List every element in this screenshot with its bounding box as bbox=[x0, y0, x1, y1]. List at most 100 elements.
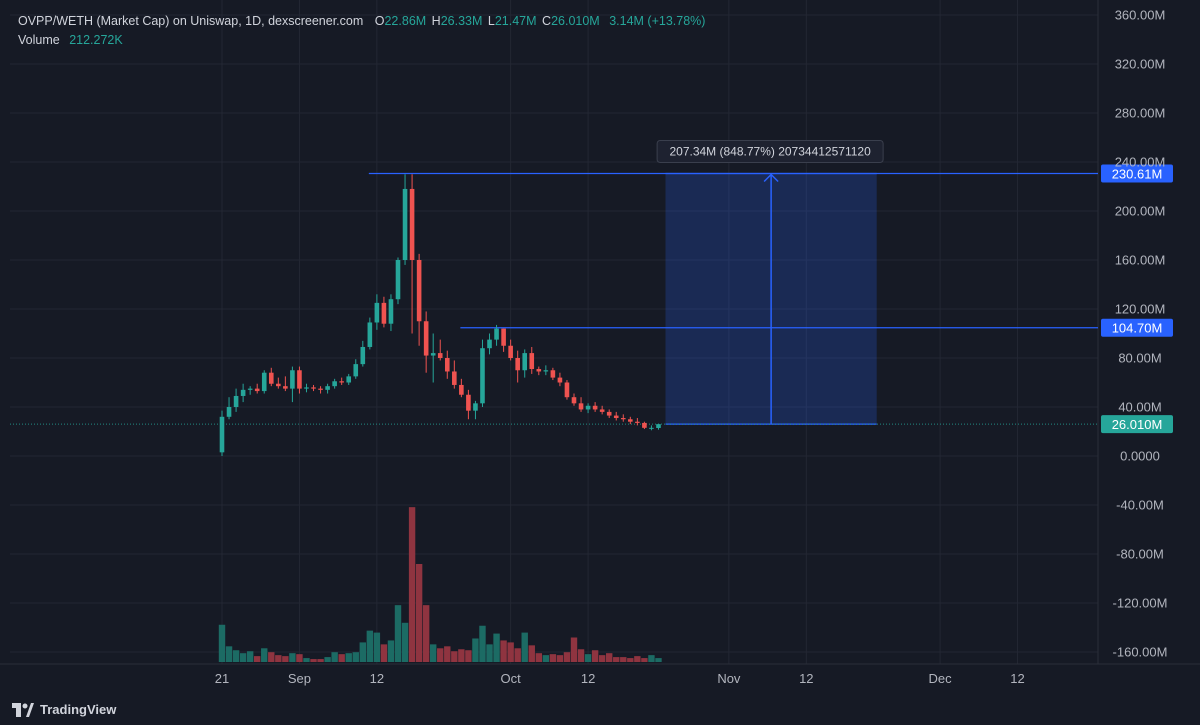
volume-bar bbox=[521, 632, 528, 662]
horizontal-levels[interactable]: 230.61M 104.70M 26.010M bbox=[10, 164, 1173, 434]
candle-body bbox=[332, 381, 337, 387]
time-tick-label: Oct bbox=[501, 671, 522, 686]
volume-bar bbox=[606, 653, 613, 662]
candle-body bbox=[318, 388, 323, 390]
candle-body bbox=[416, 260, 422, 322]
candle-body bbox=[592, 405, 598, 410]
candle-body bbox=[642, 422, 647, 428]
volume-bar bbox=[458, 649, 465, 662]
candle-body bbox=[325, 386, 330, 390]
high-value: 26.33M bbox=[440, 14, 483, 28]
candle-body bbox=[550, 370, 556, 378]
time-tick-label: 12 bbox=[1010, 671, 1024, 686]
price-level-badge bbox=[1101, 164, 1173, 183]
candle-body bbox=[543, 370, 549, 372]
volume-bar bbox=[345, 653, 352, 662]
candle-body bbox=[247, 388, 253, 390]
price-tick-label: 160.00M bbox=[1115, 253, 1166, 268]
candle-body bbox=[388, 299, 394, 324]
open-value: 22.86M bbox=[384, 14, 427, 28]
time-axis[interactable]: 21 Sep 12 Oct 12 Nov 12 Dec 12 bbox=[215, 671, 1025, 686]
candle-body bbox=[508, 345, 513, 358]
candle-body bbox=[268, 372, 274, 384]
time-tick-label: Sep bbox=[288, 671, 311, 686]
candle-body bbox=[466, 394, 471, 411]
candle-body bbox=[459, 384, 464, 395]
candle-body bbox=[339, 381, 344, 383]
volume-bar bbox=[507, 642, 514, 662]
volume-bar bbox=[598, 655, 606, 662]
volume-bar bbox=[394, 605, 402, 662]
volume-bar bbox=[634, 656, 641, 662]
volume-bar bbox=[261, 648, 268, 662]
measure-label-text: 207.34M (848.77%) 20734412571120 bbox=[669, 145, 871, 159]
volume-bar bbox=[528, 645, 535, 662]
candle-body bbox=[444, 358, 450, 372]
price-tick-label: 0.0000 bbox=[1120, 449, 1160, 464]
price-tick-label: 280.00M bbox=[1115, 106, 1166, 121]
tradingview-icon bbox=[12, 702, 34, 717]
volume-bar bbox=[556, 655, 564, 662]
candle-body bbox=[501, 328, 506, 346]
volume-bar bbox=[591, 650, 599, 662]
volume-bar bbox=[422, 605, 430, 662]
measure-tool[interactable]: 207.34M (848.77%) 20734412571120 bbox=[656, 140, 884, 425]
price-tick-label: 200.00M bbox=[1115, 204, 1166, 219]
candle-body bbox=[261, 372, 267, 392]
candle-body bbox=[452, 371, 457, 385]
volume-value: 212.272K bbox=[69, 33, 123, 47]
candle-body bbox=[585, 405, 591, 410]
volume-bar bbox=[493, 633, 500, 662]
candle-body bbox=[304, 387, 309, 389]
volume-bar bbox=[570, 637, 578, 662]
candle-body bbox=[649, 427, 654, 429]
candle-body bbox=[494, 328, 499, 340]
time-tick-label: 12 bbox=[799, 671, 813, 686]
volume-bar bbox=[310, 659, 317, 662]
volume-bar bbox=[613, 657, 620, 662]
volume-bar bbox=[641, 658, 648, 662]
open-label: O bbox=[374, 14, 385, 28]
volume-bar bbox=[366, 630, 374, 662]
candle-body bbox=[430, 353, 436, 356]
low-value: 21.47M bbox=[494, 14, 537, 28]
candle-body bbox=[367, 322, 373, 347]
volume-bar bbox=[451, 651, 458, 662]
price-level-badge-label: 104.70M bbox=[1112, 321, 1163, 336]
candle-body bbox=[437, 353, 443, 358]
candle-body bbox=[628, 419, 633, 422]
time-tick-label: Nov bbox=[717, 671, 741, 686]
symbol-title[interactable]: OVPP/WETH (Market Cap) on Uniswap, 1D, d… bbox=[18, 14, 364, 28]
volume-bar bbox=[401, 622, 409, 662]
measure-label-box bbox=[656, 140, 884, 164]
candle-body bbox=[620, 418, 626, 420]
price-tick-label: 240.00M bbox=[1115, 155, 1166, 170]
volume-bar bbox=[542, 655, 550, 662]
measure-arrow-head bbox=[763, 173, 779, 183]
volume-bar bbox=[535, 653, 542, 662]
price-tick-label: -40.00M bbox=[1116, 498, 1164, 513]
current-price-badge bbox=[1101, 415, 1173, 434]
volume-bar bbox=[648, 655, 655, 662]
candle-body bbox=[656, 424, 661, 428]
candle-body bbox=[240, 389, 246, 396]
candle-body bbox=[564, 382, 570, 398]
volume-bar bbox=[303, 658, 310, 662]
volume-legend: Volume 212.272K bbox=[18, 33, 125, 47]
volume-bar bbox=[549, 654, 557, 662]
volume-bar bbox=[430, 644, 437, 662]
candle-body bbox=[254, 388, 260, 392]
volume-bar bbox=[275, 655, 282, 662]
price-axis[interactable]: 360.00M 320.00M 280.00M 240.00M 200.00M 160.0… bbox=[1113, 8, 1168, 660]
volume-bar bbox=[254, 656, 261, 662]
candle-body bbox=[522, 353, 528, 371]
candle-body bbox=[409, 188, 415, 260]
volume-label: Volume bbox=[18, 33, 60, 47]
candle-body bbox=[276, 383, 281, 387]
candle-body bbox=[606, 411, 612, 416]
close-label: C bbox=[542, 14, 552, 28]
tradingview-logo[interactable]: TradingView bbox=[12, 702, 116, 717]
volume-bar bbox=[584, 654, 592, 662]
volume-bar bbox=[317, 659, 324, 662]
